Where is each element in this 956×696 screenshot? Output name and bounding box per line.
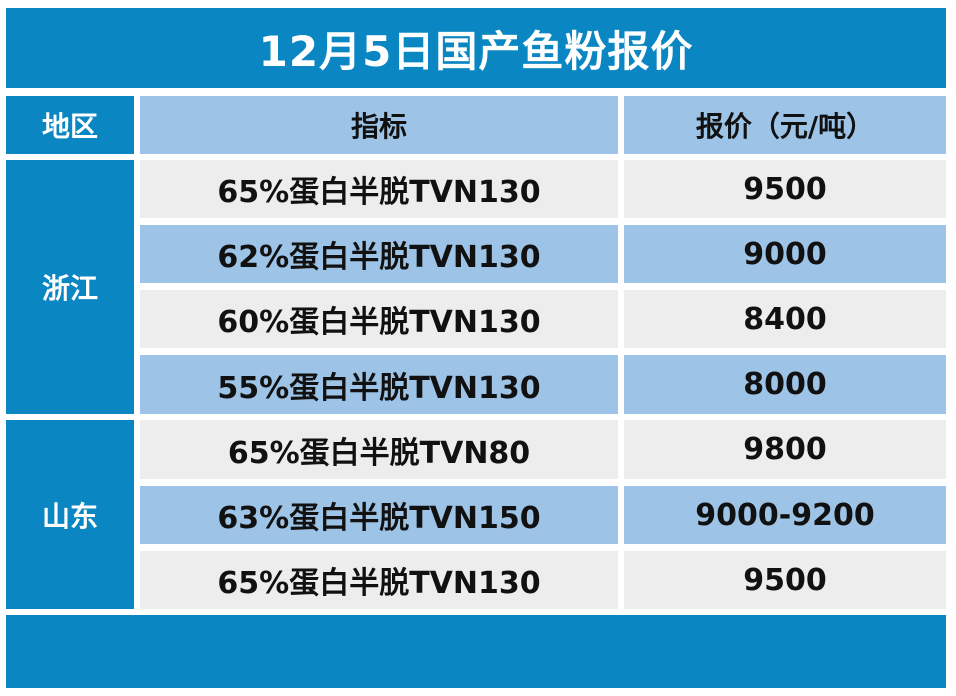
header-region: 地区	[6, 96, 134, 154]
indicator-cell: 65%蛋白半脱TVN130	[140, 551, 618, 609]
price-cell: 9500	[624, 160, 946, 218]
price-cell: 9000-9200	[624, 486, 946, 544]
price-cell: 9500	[624, 551, 946, 609]
indicator-cell: 55%蛋白半脱TVN130	[140, 355, 618, 414]
indicator-cell: 63%蛋白半脱TVN150	[140, 486, 618, 544]
indicator-cell: 65%蛋白半脱TVN80	[140, 420, 618, 479]
price-cell: 9800	[624, 420, 946, 479]
price-cell: 8400	[624, 290, 946, 348]
indicator-cell: 62%蛋白半脱TVN130	[140, 225, 618, 283]
footer-bar	[6, 615, 946, 688]
header-indicator: 指标	[140, 96, 618, 154]
price-cell: 8000	[624, 355, 946, 414]
region-shandong: 山东	[6, 420, 134, 609]
price-cell: 9000	[624, 225, 946, 283]
header-price: 报价（元/吨）	[624, 96, 946, 154]
region-zhejiang: 浙江	[6, 160, 134, 414]
indicator-cell: 60%蛋白半脱TVN130	[140, 290, 618, 348]
page-title: 12月5日国产鱼粉报价	[6, 8, 946, 88]
indicator-cell: 65%蛋白半脱TVN130	[140, 160, 618, 218]
